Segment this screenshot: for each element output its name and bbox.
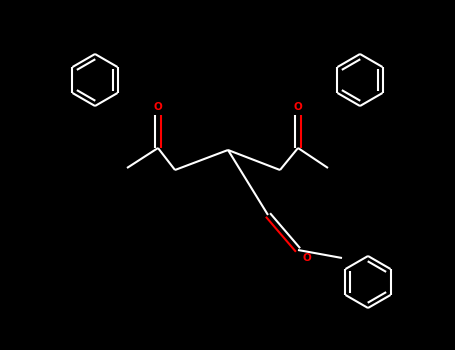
Text: O: O	[154, 102, 162, 112]
Text: O: O	[293, 102, 303, 112]
Text: O: O	[303, 253, 312, 263]
